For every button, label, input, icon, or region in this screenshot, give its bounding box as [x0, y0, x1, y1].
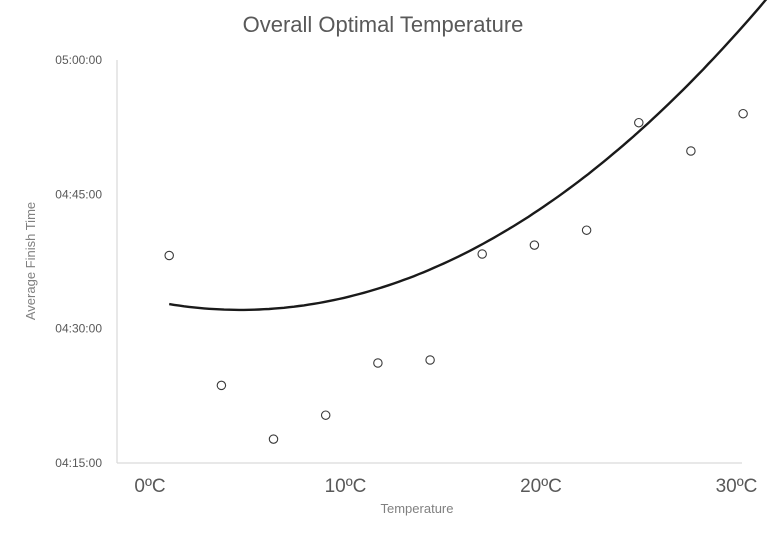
data-point-6: [477, 249, 487, 259]
data-point-3: [320, 410, 331, 420]
data-point-4: [373, 358, 383, 368]
y-tick-label-3: 05:00:00: [55, 53, 102, 67]
trendline: [169, 0, 768, 312]
data-point-5: [425, 355, 435, 365]
data-point-0: [164, 250, 174, 261]
y-axis-label: Average Finish Time: [23, 202, 38, 320]
data-point-2: [268, 434, 279, 444]
data-point-8: [581, 225, 592, 235]
x-tick-label-0: 0ºC: [134, 476, 165, 497]
data-points: [164, 108, 748, 444]
x-tick-label-3: 30ºC: [716, 476, 758, 497]
data-point-9: [634, 117, 644, 128]
chart-title: Overall Optimal Temperature: [243, 12, 524, 37]
x-tick-label-1: 10ºC: [325, 476, 367, 497]
data-point-10: [686, 146, 696, 156]
y-tick-label-1: 04:30:00: [55, 322, 102, 336]
y-tick-label-2: 04:45:00: [55, 187, 102, 201]
x-tick-labels: 0ºC 10ºC 20ºC 30ºC: [134, 476, 757, 497]
y-tick-label-0: 04:15:00: [55, 456, 102, 470]
x-axis-label: Temperature: [381, 501, 454, 516]
y-tick-labels: 04:15:00 04:30:00 04:45:00 05:00:00: [55, 53, 102, 470]
data-point-7: [529, 240, 540, 250]
data-point-1: [216, 380, 227, 391]
data-point-11: [738, 108, 748, 119]
x-tick-label-2: 20ºC: [520, 476, 562, 497]
